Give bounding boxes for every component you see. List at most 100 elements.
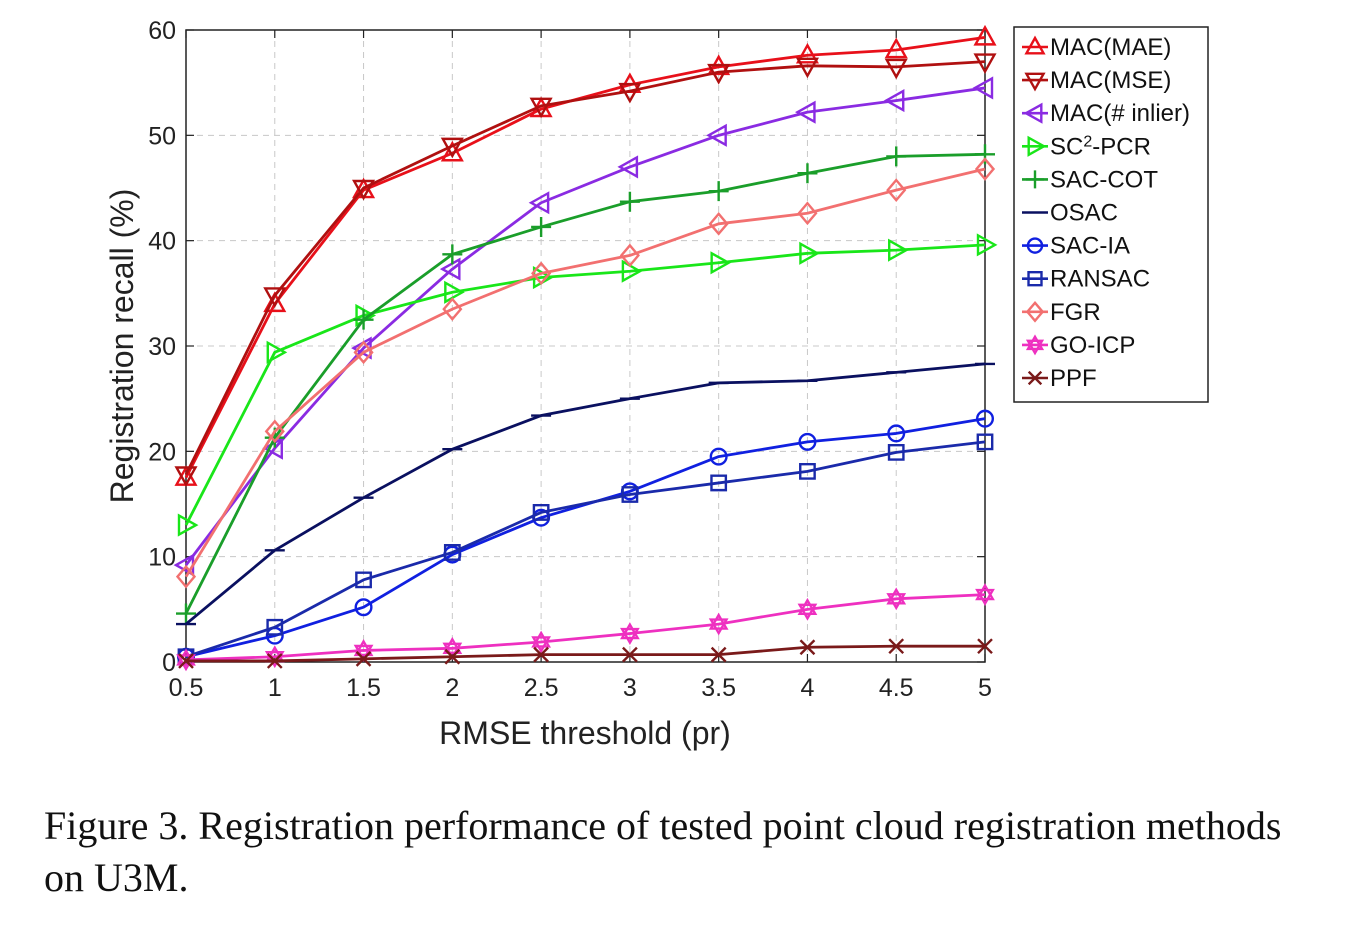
data-point: [263, 287, 287, 308]
data-point: [977, 638, 993, 655]
series-line: [184, 243, 986, 526]
legend: MAC(MAE) MAC(MSE) MAC(# inlier) SC2-PCR SAC-…: [1013, 26, 1209, 403]
figure-caption: Figure 3. Registration performance of te…: [44, 803, 1282, 900]
data-point: [1027, 370, 1043, 386]
legend-label: MAC(MSE): [1050, 67, 1171, 94]
x-tick-label: 4: [800, 674, 814, 702]
data-point: [799, 241, 820, 265]
data-point: [799, 639, 816, 656]
series-osac: [176, 362, 995, 626]
data-point: [710, 474, 728, 492]
legend-label: PPF: [1050, 365, 1097, 392]
data-point: [975, 583, 995, 606]
legend-label: MAC(MAE): [1050, 34, 1171, 61]
data-point: [888, 238, 909, 262]
data-point: [708, 211, 729, 236]
legend-label: RANSAC: [1050, 266, 1150, 293]
data-point: [972, 76, 994, 100]
x-tick-label: 2.5: [524, 674, 559, 702]
data-point: [266, 653, 283, 669]
data-point: [708, 612, 729, 636]
data-point: [797, 597, 818, 621]
series-mac-mse: [174, 53, 997, 487]
data-point: [440, 140, 464, 162]
y-tick-labels: 0 10 20 30 40 50 60: [148, 17, 176, 677]
data-point: [887, 424, 906, 443]
data-point: [976, 409, 995, 428]
data-point: [174, 466, 198, 487]
y-axis-label: Registration recall (%): [104, 189, 140, 504]
data-point: [622, 646, 638, 663]
data-point: [709, 447, 728, 466]
series-line: [185, 362, 986, 626]
data-point: [264, 419, 285, 444]
data-point: [532, 504, 550, 521]
data-point: [266, 340, 288, 364]
data-point: [1026, 237, 1044, 254]
data-point: [975, 144, 995, 165]
series-ransac: [177, 433, 994, 666]
data-point: [353, 639, 374, 662]
data-point: [1025, 334, 1045, 356]
legend-item: MAC(# inlier): [1022, 100, 1190, 127]
y-tick-label: 40: [148, 228, 176, 256]
series-fgr: [175, 157, 996, 589]
data-point: [177, 513, 199, 537]
data-point: [619, 243, 640, 268]
data-point: [618, 82, 642, 104]
data-point: [886, 178, 907, 202]
data-point: [531, 261, 552, 286]
y-tick-label: 50: [148, 122, 176, 150]
data-point: [795, 57, 819, 79]
data-point: [1026, 170, 1044, 189]
legend-label: SAC-COT: [1050, 166, 1158, 193]
data-point: [1024, 35, 1046, 55]
data-point: [352, 179, 376, 201]
series-line: [184, 60, 986, 476]
series-line: [184, 152, 986, 615]
data-point: [707, 63, 731, 85]
data-point: [886, 587, 907, 611]
data-point: [621, 259, 643, 283]
data-point: [444, 280, 465, 304]
legend-item: SAC-IA: [1022, 233, 1130, 260]
data-point: [1024, 72, 1046, 92]
series-group: [173, 24, 998, 672]
y-tick-label: 30: [148, 333, 176, 361]
series-line: [184, 167, 986, 578]
series-ppf: [178, 638, 993, 669]
data-point: [442, 636, 463, 660]
legend-label: SC2-PCR: [1050, 133, 1151, 161]
y-tick-label: 10: [148, 544, 176, 572]
data-point: [355, 650, 372, 667]
data-point: [1025, 300, 1045, 323]
legend-label: FGR: [1050, 299, 1101, 326]
data-point: [1023, 102, 1043, 124]
data-point: [621, 486, 639, 503]
x-tick-labels: 0.5 1 1.5 2 2.5 3 3.5 4 4.5 5: [169, 674, 992, 702]
data-point: [443, 544, 461, 561]
data-point: [353, 309, 374, 330]
data-point: [353, 340, 374, 365]
data-point: [1027, 271, 1043, 287]
series-line: [185, 593, 986, 662]
x-tick-label: 4.5: [879, 674, 914, 702]
legend-item: OSAC: [1022, 200, 1118, 227]
series-line: [184, 86, 986, 566]
legend-item: SAC-COT: [1022, 166, 1158, 193]
data-point: [974, 157, 996, 181]
grid-lines: [186, 30, 985, 662]
legend-item: RANSAC: [1022, 266, 1150, 293]
data-point: [795, 42, 819, 64]
series-sac-ia: [176, 409, 995, 666]
recall-chart: 0.5 1 1.5 2 2.5 3 3.5 4 4.5 5 0 10 20 30 40 50 60 RMSE …: [104, 17, 1209, 751]
data-point: [619, 191, 640, 212]
data-point: [533, 646, 549, 663]
data-point: [973, 24, 997, 46]
data-point: [442, 297, 463, 321]
data-point: [883, 89, 905, 113]
legend-item: SC2-PCR: [1022, 133, 1151, 161]
data-point: [266, 618, 284, 636]
data-point: [706, 123, 727, 147]
series-mac-inlier: [173, 76, 994, 577]
